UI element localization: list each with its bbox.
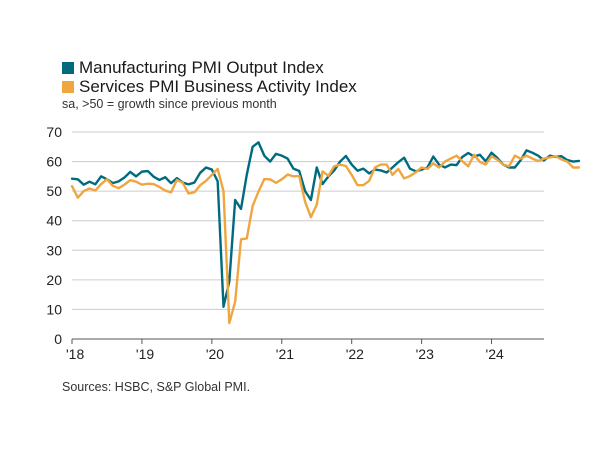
x-tick-label: '19 <box>136 346 154 362</box>
source-note: Sources: HSBC, S&P Global PMI. <box>62 380 251 394</box>
x-tick-label: '21 <box>276 346 294 362</box>
series-line-manufacturing <box>70 141 581 308</box>
series-line-services <box>70 153 581 325</box>
y-tick-label: 30 <box>46 242 62 258</box>
legend-label-services: Services PMI Business Activity Index <box>79 76 357 96</box>
gridlines <box>72 131 544 340</box>
legend-item-services: Services PMI Business Activity Index <box>62 77 357 96</box>
y-tick-label: 0 <box>54 331 62 347</box>
legend-swatch-manufacturing <box>62 61 74 74</box>
y-tick-label: 40 <box>46 213 62 229</box>
x-tick-label: '20 <box>206 346 224 362</box>
y-tick-label: 10 <box>46 301 62 317</box>
x-tick-label: '23 <box>416 346 434 362</box>
x-tick-label: '24 <box>486 346 504 362</box>
x-axis-ticks: '18 '19 '20 '21 '22 '23 '24 <box>66 339 504 362</box>
x-tick-label: '22 <box>346 346 364 362</box>
series-lines <box>70 141 581 325</box>
y-tick-label: 70 <box>46 124 62 140</box>
legend-item-manufacturing: Manufacturing PMI Output Index <box>62 58 357 77</box>
chart-subtitle: sa, >50 = growth since previous month <box>62 97 277 111</box>
y-tick-label: 20 <box>46 272 62 288</box>
legend-label-manufacturing: Manufacturing PMI Output Index <box>79 57 324 77</box>
legend: Manufacturing PMI Output Index Services … <box>62 58 357 96</box>
y-tick-label: 50 <box>46 183 62 199</box>
legend-swatch-services <box>62 80 74 93</box>
y-tick-label: 60 <box>46 154 62 170</box>
y-axis-ticks: 0 10 20 30 40 50 60 70 <box>46 124 62 347</box>
x-tick-label: '18 <box>66 346 84 362</box>
